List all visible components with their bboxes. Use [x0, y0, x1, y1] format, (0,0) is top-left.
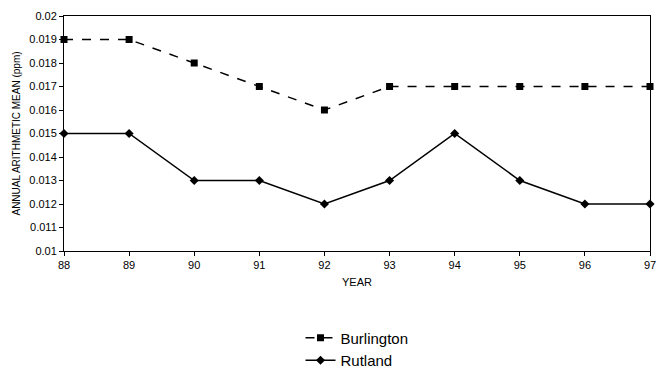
svg-text:93: 93 [383, 259, 395, 271]
svg-text:0.012: 0.012 [29, 198, 57, 210]
svg-text:Burlington: Burlington [341, 330, 409, 347]
svg-text:YEAR: YEAR [342, 276, 372, 288]
svg-text:Rutland: Rutland [341, 352, 393, 369]
svg-text:90: 90 [188, 259, 200, 271]
svg-text:0.016: 0.016 [29, 104, 57, 116]
svg-text:ANNUAL ARITHMETIC MEAN (ppm): ANNUAL ARITHMETIC MEAN (ppm) [11, 51, 22, 215]
svg-text:0.019: 0.019 [29, 33, 57, 45]
svg-text:0.02: 0.02 [35, 10, 56, 22]
svg-text:88: 88 [58, 259, 70, 271]
svg-text:95: 95 [514, 259, 526, 271]
svg-text:92: 92 [318, 259, 330, 271]
svg-text:0.013: 0.013 [29, 174, 57, 186]
svg-text:0.017: 0.017 [29, 80, 57, 92]
svg-text:0.014: 0.014 [29, 151, 57, 163]
svg-text:91: 91 [253, 259, 265, 271]
svg-text:0.01: 0.01 [35, 245, 56, 257]
svg-text:89: 89 [123, 259, 135, 271]
svg-text:0.015: 0.015 [29, 127, 57, 139]
svg-text:97: 97 [644, 259, 656, 271]
svg-text:0.018: 0.018 [29, 57, 57, 69]
svg-text:96: 96 [579, 259, 591, 271]
svg-text:0.011: 0.011 [30, 221, 57, 233]
svg-text:94: 94 [449, 259, 461, 271]
